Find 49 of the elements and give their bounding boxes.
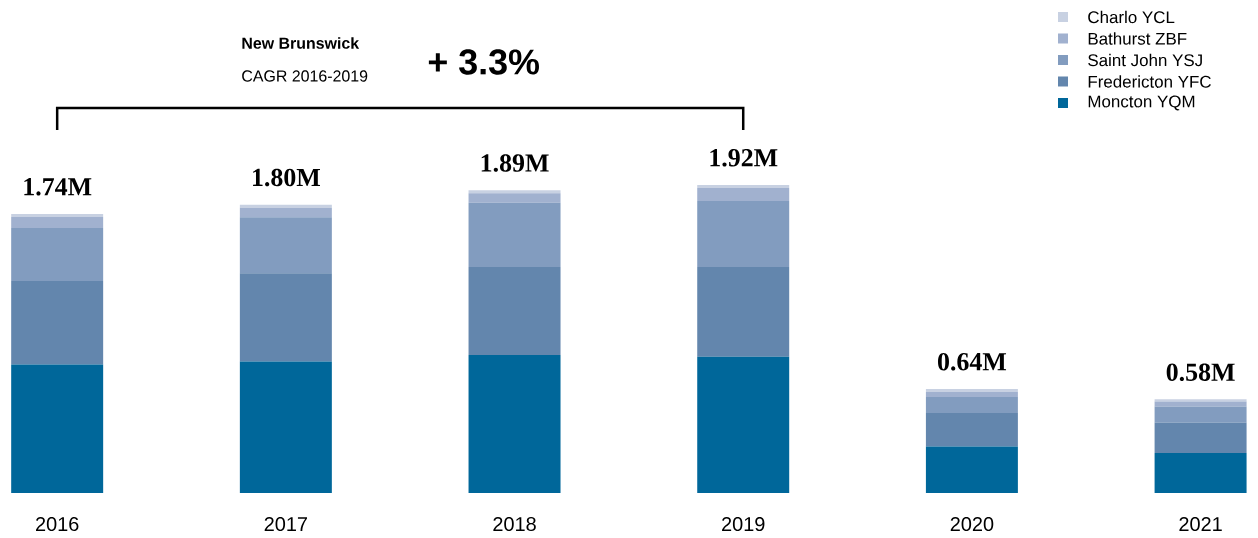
bar: [1154, 399, 1247, 402]
x-tick-label: 2020: [950, 516, 994, 532]
annotation: 1.74M: [24, 178, 92, 196]
bar: [925, 388, 1018, 392]
bar: [239, 207, 332, 218]
annotation: 0.64M: [938, 352, 1007, 371]
bar: [239, 204, 332, 208]
bar: [468, 355, 561, 494]
x-tick-label: 2021: [1179, 516, 1222, 532]
text: CAGR 2016-2019: [242, 70, 368, 82]
x-tick-label: 2017: [264, 516, 308, 532]
x-tick-label: 2019: [722, 516, 765, 532]
annotation: 1.80M: [253, 168, 320, 187]
text: New Brunswick: [242, 37, 360, 49]
bar: [239, 361, 332, 494]
bar: [697, 188, 790, 201]
bar: [925, 412, 1018, 447]
annotation: 0.58M: [1166, 363, 1235, 381]
bar: [11, 281, 104, 365]
bar: [239, 217, 332, 274]
legend-label: Charlo YCL: [1088, 10, 1175, 24]
legend-label: Moncton YQM: [1088, 95, 1195, 111]
bar: [1154, 422, 1247, 453]
bar: [468, 193, 561, 203]
text: + 3.3%: [428, 49, 539, 75]
bar: [697, 356, 790, 494]
bar: [697, 266, 790, 357]
bar: [697, 184, 790, 189]
annotation: 1.89M: [481, 154, 549, 172]
annotation: 1.92M: [710, 149, 778, 167]
bar: [239, 273, 332, 362]
bar: [925, 446, 1018, 494]
bar: [468, 266, 561, 355]
x-tick-label: 2016: [36, 516, 79, 532]
bar: [11, 213, 104, 217]
bar: [1154, 406, 1247, 423]
bar: [1154, 452, 1247, 494]
bar: [925, 391, 1018, 397]
bar: [468, 202, 561, 267]
legend-label: Bathurst ZBF: [1088, 32, 1187, 45]
bar: [925, 396, 1018, 413]
x-tick-label: 2018: [493, 516, 536, 532]
legend-label: Fredericton YFC: [1088, 75, 1211, 88]
bar: [11, 216, 104, 229]
bar: [468, 190, 561, 194]
bar: [11, 228, 104, 282]
bar: [697, 200, 790, 267]
legend-label: Saint John YSJ: [1088, 53, 1202, 67]
bar: [11, 364, 104, 494]
